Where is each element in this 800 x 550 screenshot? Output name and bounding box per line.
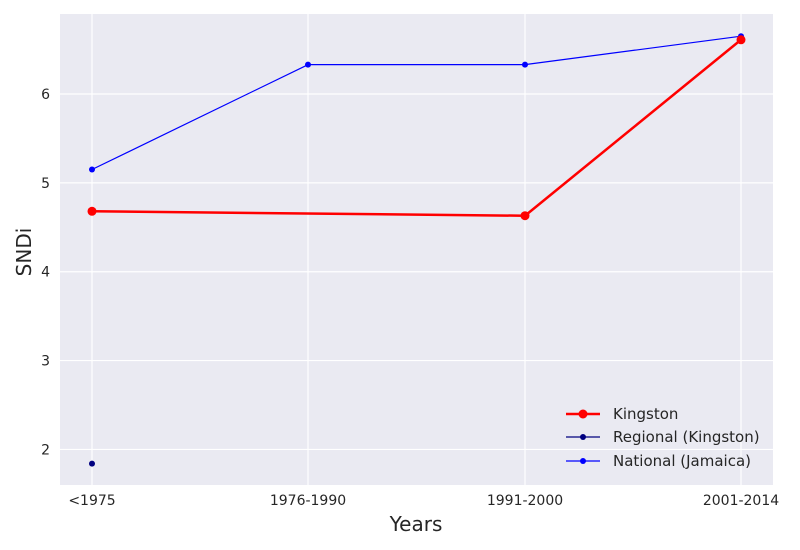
legend: Kingston Regional (Kingston) National (Jam… (566, 405, 760, 470)
legend-label: Regional (Kingston) (613, 428, 760, 446)
legend-item: National (Jamaica) (566, 452, 751, 470)
data-point (87, 206, 97, 216)
legend-swatch-marker (578, 409, 588, 419)
y-tick-label: 3 (41, 354, 50, 370)
data-point (736, 35, 746, 45)
x-axis-label: Years (389, 512, 443, 536)
legend-swatch-marker (580, 434, 586, 440)
x-tick-label: 1976-1990 (270, 493, 346, 509)
legend-item: Kingston (566, 405, 678, 423)
y-tick-label: 4 (41, 265, 50, 281)
legend-item: Regional (Kingston) (566, 428, 760, 446)
data-point (522, 61, 528, 68)
y-tick-label: 5 (41, 176, 50, 192)
legend-swatch-marker (580, 458, 586, 464)
data-point (89, 460, 95, 467)
plot-background (60, 14, 773, 485)
y-axis-label: SNDi (12, 228, 36, 277)
legend-label: Kingston (613, 405, 678, 423)
data-point (305, 61, 311, 68)
series-kingston (87, 35, 746, 221)
x-tick-label: 2001-2014 (703, 493, 779, 509)
x-tick-label: 1991-2000 (487, 493, 563, 509)
series-line (91, 35, 742, 171)
series-lines (87, 33, 746, 467)
y-tick-label: 2 (41, 442, 50, 458)
series-regional-kingston (89, 460, 95, 467)
y-tick-label: 6 (41, 87, 50, 103)
data-point (520, 211, 530, 221)
x-tick-label: <1975 (68, 493, 115, 509)
data-point (89, 166, 95, 173)
grid-lines (60, 14, 773, 485)
legend-label: National (Jamaica) (613, 452, 751, 470)
tick-labels: 2 3 4 5 6 <1975 1976-1990 1991-2000 2001-2014 (41, 87, 779, 509)
